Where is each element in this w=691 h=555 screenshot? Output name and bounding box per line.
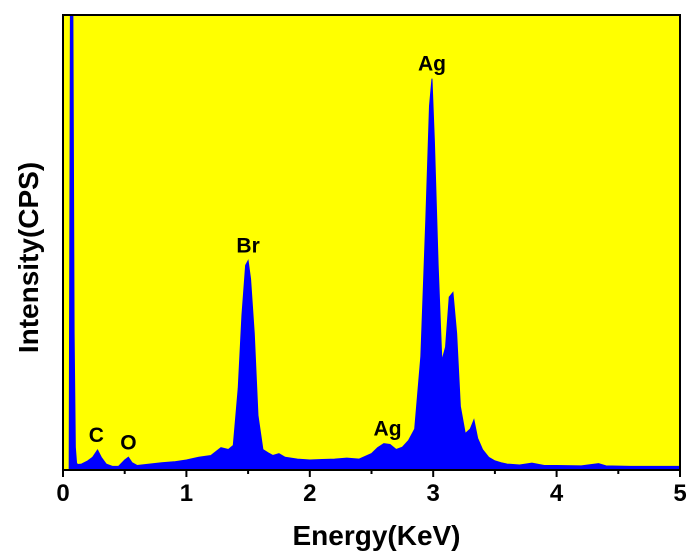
peak-label: Br: [236, 235, 259, 258]
x-tick-label: 4: [550, 480, 564, 507]
y-axis-title: Intensity(CPS): [13, 162, 44, 353]
x-tick-label: 3: [427, 480, 440, 507]
x-tick-label: 1: [180, 480, 193, 507]
peak-labels: C O Br Ag Ag: [89, 53, 446, 455]
x-axis-title: Energy(KeV): [292, 520, 460, 551]
x-tick-label: 5: [673, 480, 686, 507]
x-tick-label: 0: [56, 480, 69, 507]
peak-label: Ag: [418, 53, 446, 76]
plot-background: [63, 15, 680, 470]
peak-label: C: [89, 424, 104, 447]
x-axis: 0 1 2 3 4 5: [56, 470, 687, 507]
peak-label: Ag: [374, 418, 402, 441]
peak-label: O: [120, 431, 136, 454]
spectrum-area: [63, 14, 681, 471]
x-tick-label: 2: [303, 480, 316, 507]
